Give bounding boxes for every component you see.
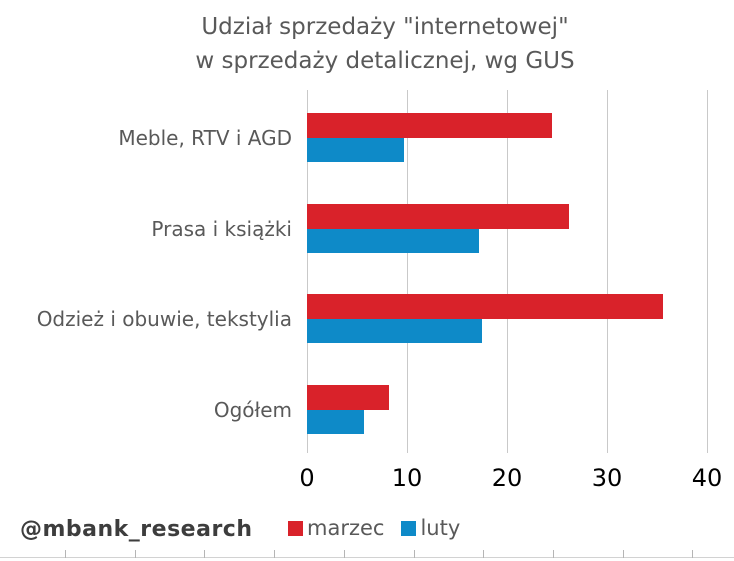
chart-title-line1: Udział sprzedaży "internetowej" (201, 14, 569, 40)
cropped-axis-tick (344, 550, 345, 558)
category-label: Meble, RTV i AGD (118, 126, 292, 150)
x-tick-label: 20 (491, 464, 523, 492)
cropped-axis-tick (274, 550, 275, 558)
bar-luty (307, 319, 482, 343)
bar-luty (307, 410, 364, 434)
bar-luty (307, 138, 404, 162)
category-label: Prasa i książki (151, 217, 292, 241)
gridline (707, 90, 708, 453)
x-tick-label: 0 (299, 464, 315, 492)
legend-item-luty: luty (401, 516, 460, 540)
bar-marzec (307, 113, 552, 138)
legend: marzec luty (288, 516, 460, 540)
legend-label-luty: luty (420, 516, 461, 540)
cropped-axis-tick (414, 550, 415, 558)
gridline (507, 90, 508, 453)
chart-title-line2: w sprzedaży detalicznej, wg GUS (195, 48, 575, 74)
legend-swatch-luty (401, 520, 417, 536)
gridline (307, 90, 308, 453)
cropped-axis-tick (692, 550, 693, 558)
gridline (407, 90, 408, 453)
x-tick-label: 30 (591, 464, 623, 492)
cropped-axis-tick (553, 550, 554, 558)
cropped-axis-tick (623, 550, 624, 558)
legend-swatch-marzec (288, 520, 303, 536)
x-tick-label: 10 (391, 464, 423, 492)
gridline (607, 90, 608, 453)
cropped-axis-tick (204, 550, 205, 558)
chart-title: Udział sprzedaży "internetowej" w sprzed… (35, 10, 734, 78)
cropped-axis-tick (135, 550, 136, 558)
bar-luty (307, 229, 479, 253)
cropped-axis-tick (483, 550, 484, 558)
x-tick-label: 40 (691, 464, 723, 492)
category-label: Ogółem (213, 398, 292, 422)
bar-marzec (307, 385, 389, 410)
bar-marzec (307, 294, 663, 319)
legend-item-marzec: marzec (288, 516, 384, 540)
category-label: Odzież i obuwie, tekstylia (36, 307, 292, 331)
legend-label-marzec: marzec (307, 516, 385, 540)
cropped-axis-tick (65, 550, 66, 558)
bar-marzec (307, 204, 569, 229)
watermark: @mbank_research (20, 517, 253, 542)
cropped-axis-line (0, 557, 734, 558)
